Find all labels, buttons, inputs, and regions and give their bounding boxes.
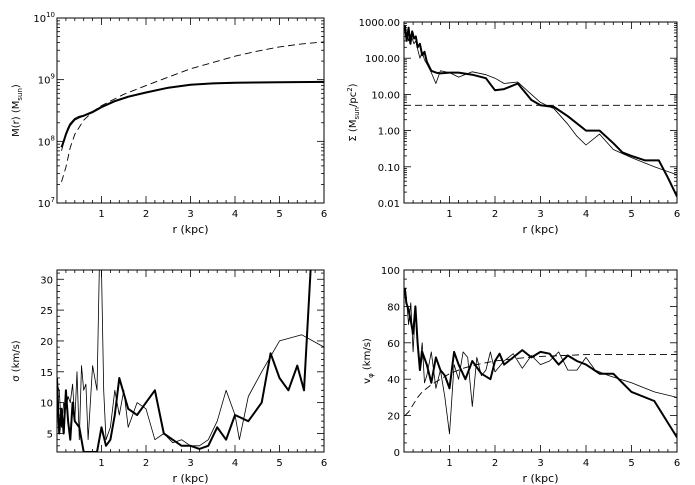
x-tick-label: 5 bbox=[276, 458, 282, 469]
y-tick-label: 1010 bbox=[33, 11, 55, 25]
series-thin bbox=[404, 29, 677, 176]
y-axis-label: vφ (km/s) bbox=[362, 338, 375, 384]
x-tick-label: 1 bbox=[446, 209, 452, 220]
x-tick-label: 3 bbox=[187, 209, 193, 220]
y-tick-label: 15 bbox=[40, 368, 53, 379]
y-tick-label: 20 bbox=[387, 412, 400, 423]
y-tick-label: 40 bbox=[387, 375, 400, 386]
plot-frame bbox=[403, 269, 678, 453]
x-tick-label: 2 bbox=[143, 209, 149, 220]
x-tick-label: 1 bbox=[98, 209, 104, 220]
y-axis-label: M(r) (Msun) bbox=[11, 84, 24, 137]
y-tick-label: 0.01 bbox=[378, 199, 400, 210]
y-tick-label: 1000.00 bbox=[359, 18, 400, 29]
x-tick-label: 3 bbox=[537, 209, 543, 220]
panel-3: 1 2 3 4 5 6 5 10 15 20 25 30 r (kpc) σ (km/s) bbox=[11, 269, 327, 485]
series-group bbox=[57, 270, 324, 452]
y-tick-label: 0.10 bbox=[378, 163, 400, 174]
series-thick bbox=[404, 25, 677, 198]
y-tick-label: 1.00 bbox=[378, 127, 400, 138]
x-tick-label: 6 bbox=[674, 209, 680, 220]
series-group bbox=[404, 25, 677, 198]
series-thin bbox=[57, 270, 324, 447]
x-tick-label: 6 bbox=[321, 209, 327, 220]
x-tick-label: 1 bbox=[98, 458, 104, 469]
series-group bbox=[60, 41, 324, 183]
x-axis-label: r (kpc) bbox=[522, 223, 558, 236]
panel-1: 1 2 3 4 5 6 107 108 109 1010 r (kpc) M(r) (Msun) bbox=[11, 11, 327, 236]
x-tick-label: 4 bbox=[232, 209, 238, 220]
panel-2: 1 2 3 4 5 6 0.01 0.10 1.00 10.00 100.00 1000.00 r (k… bbox=[346, 18, 680, 236]
y-tick-label: 107 bbox=[38, 196, 55, 210]
y-tick-label: 20 bbox=[40, 337, 53, 348]
x-tick-label: 5 bbox=[628, 209, 634, 220]
x-tick-label: 2 bbox=[143, 458, 149, 469]
x-axis-label: r (kpc) bbox=[172, 472, 208, 485]
y-tick-label: 100 bbox=[381, 266, 400, 277]
x-axis-label: r (kpc) bbox=[172, 223, 208, 236]
y-tick-label: 109 bbox=[38, 73, 55, 87]
y-tick-label: 100.00 bbox=[365, 54, 400, 65]
y-tick-label: 60 bbox=[387, 339, 400, 350]
y-tick-label: 0 bbox=[394, 448, 400, 459]
series-dashed bbox=[404, 354, 677, 416]
plot-frame bbox=[56, 269, 325, 453]
y-tick-label: 30 bbox=[40, 275, 53, 286]
y-tick-label: 108 bbox=[38, 134, 55, 148]
y-axis-label: σ (km/s) bbox=[11, 340, 22, 382]
series-thick bbox=[60, 80, 324, 148]
x-tick-label: 3 bbox=[537, 458, 543, 469]
x-tick-label: 5 bbox=[276, 209, 282, 220]
x-tick-label: 4 bbox=[232, 458, 238, 469]
x-tick-label: 2 bbox=[492, 209, 498, 220]
x-axis-label: r (kpc) bbox=[522, 472, 558, 485]
y-tick-label: 5 bbox=[47, 429, 53, 440]
x-tick-label: 6 bbox=[321, 458, 327, 469]
y-tick-label: 80 bbox=[387, 302, 400, 313]
series-dashed bbox=[61, 41, 324, 183]
x-tick-label: 3 bbox=[187, 458, 193, 469]
series-thin bbox=[404, 291, 677, 435]
x-tick-label: 5 bbox=[628, 458, 634, 469]
x-tick-label: 6 bbox=[674, 458, 680, 469]
y-tick-label: 10.00 bbox=[371, 90, 400, 101]
series-thick bbox=[57, 270, 312, 452]
x-tick-label: 4 bbox=[583, 458, 589, 469]
y-axis-label: Σ (Msun/pc2) bbox=[346, 83, 361, 141]
x-tick-label: 2 bbox=[492, 458, 498, 469]
series-group bbox=[404, 288, 677, 438]
series-thick bbox=[404, 288, 677, 438]
x-tick-label: 4 bbox=[583, 209, 589, 220]
series-thin bbox=[61, 81, 324, 152]
y-tick-label: 25 bbox=[40, 306, 53, 317]
x-tick-label: 1 bbox=[446, 458, 452, 469]
y-tick-label: 10 bbox=[40, 399, 53, 410]
plot-frame bbox=[403, 21, 678, 204]
